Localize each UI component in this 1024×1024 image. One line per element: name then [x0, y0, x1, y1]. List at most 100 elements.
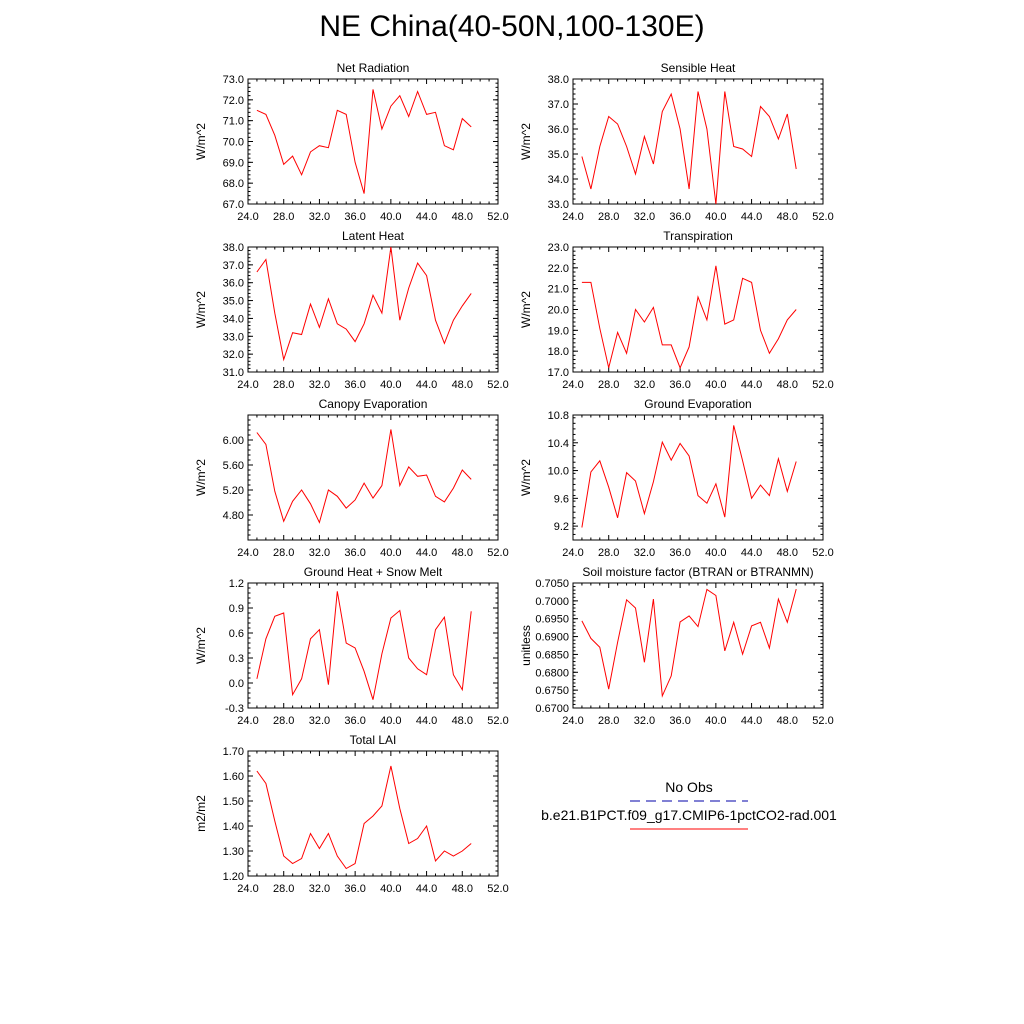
- y-tick-label: 10.0: [548, 466, 569, 478]
- x-tick-label: 36.0: [344, 883, 365, 895]
- y-tick-label: 33.0: [548, 199, 569, 211]
- chart-title: Sensible Heat: [661, 61, 736, 75]
- y-axis-label: W/m^2: [194, 459, 208, 496]
- x-tick-label: 36.0: [344, 211, 365, 223]
- y-tick-label: 70.0: [223, 137, 244, 149]
- x-tick-label: 36.0: [669, 715, 690, 727]
- x-tick-label: 48.0: [452, 715, 473, 727]
- x-tick-label: 52.0: [487, 715, 508, 727]
- legend: No Obs b.e21.B1PCT.f09_g17.CMIP6-1pctCO2…: [541, 779, 837, 830]
- x-tick-label: 44.0: [416, 883, 437, 895]
- plot-frame: [572, 246, 824, 373]
- x-tick-label: 24.0: [237, 883, 258, 895]
- y-tick-label: 23.0: [548, 242, 569, 254]
- x-tick-label: 32.0: [309, 211, 330, 223]
- chart-panel: Sensible Heat W/m^2 24.0 28.0 32.0 36.0 40.0 44…: [519, 61, 834, 223]
- x-tick-label: 36.0: [344, 547, 365, 559]
- y-axis-label: W/m^2: [519, 291, 533, 328]
- x-tick-label: 48.0: [777, 379, 798, 391]
- legend-model-label: b.e21.B1PCT.f09_g17.CMIP6-1pctCO2-rad.00…: [541, 807, 837, 823]
- y-tick-label: 0.6750: [535, 685, 569, 697]
- x-tick-label: 28.0: [273, 211, 294, 223]
- series-line: [581, 91, 797, 205]
- x-tick-label: 48.0: [777, 211, 798, 223]
- y-tick-label: 38.0: [548, 74, 569, 86]
- x-tick-label: 52.0: [812, 379, 833, 391]
- y-tick-label: 68.0: [223, 178, 244, 190]
- plot-frame: [572, 414, 824, 541]
- chart-title: Latent Heat: [342, 229, 405, 243]
- x-tick-label: 52.0: [487, 883, 508, 895]
- series-line: [256, 246, 472, 362]
- x-tick-label: 24.0: [562, 547, 583, 559]
- x-tick-label: 28.0: [598, 211, 619, 223]
- y-tick-label: 6.00: [223, 435, 244, 447]
- x-tick-label: 44.0: [741, 547, 762, 559]
- y-tick-label: 5.20: [223, 485, 244, 497]
- series-line: [581, 265, 797, 370]
- y-axis-label: W/m^2: [519, 123, 533, 160]
- x-tick-label: 24.0: [562, 379, 583, 391]
- chart-panel: Soil moisture factor (BTRAN or BTRANMN) u…: [519, 565, 834, 727]
- chart-panel: Ground Heat + Snow Melt W/m^2 24.0 28.0 32.0…: [194, 565, 509, 727]
- series-line: [256, 429, 472, 524]
- series-line: [256, 89, 472, 194]
- y-tick-label: 37.0: [223, 260, 244, 272]
- y-tick-label: 22.0: [548, 263, 569, 275]
- chart-panel: Net Radiation W/m^2 24.0 28.0 32.0 36.0 40.0 44…: [194, 61, 509, 223]
- y-tick-label: 33.0: [223, 331, 244, 343]
- plot-frame: [247, 78, 499, 205]
- x-tick-label: 36.0: [344, 715, 365, 727]
- x-tick-label: 24.0: [562, 211, 583, 223]
- y-tick-label: 31.0: [223, 367, 244, 379]
- y-tick-label: 0.6900: [535, 632, 569, 644]
- y-tick-label: 18.0: [548, 346, 569, 358]
- y-tick-label: 4.80: [223, 510, 244, 522]
- y-axis-label: W/m^2: [519, 459, 533, 496]
- x-tick-label: 28.0: [598, 379, 619, 391]
- x-tick-label: 32.0: [309, 547, 330, 559]
- x-tick-label: 44.0: [416, 547, 437, 559]
- y-tick-label: 0.7050: [535, 578, 569, 590]
- y-axis-label: m2/m2: [194, 795, 208, 832]
- series-line: [581, 425, 797, 528]
- x-tick-label: 36.0: [344, 379, 365, 391]
- x-tick-label: 40.0: [705, 379, 726, 391]
- x-tick-label: 52.0: [812, 211, 833, 223]
- y-tick-label: 0.6850: [535, 649, 569, 661]
- x-tick-label: 40.0: [705, 547, 726, 559]
- x-tick-label: 32.0: [309, 715, 330, 727]
- x-tick-label: 32.0: [309, 379, 330, 391]
- x-tick-label: 40.0: [705, 715, 726, 727]
- x-tick-label: 24.0: [237, 379, 258, 391]
- y-tick-label: 71.0: [223, 116, 244, 128]
- x-tick-label: 48.0: [452, 883, 473, 895]
- y-axis-label: W/m^2: [194, 291, 208, 328]
- y-tick-label: 5.60: [223, 460, 244, 472]
- y-tick-label: -0.3: [225, 703, 244, 715]
- chart-panel: Total LAI m2/m2 24.0 28.0 32.0 36.0 40.0 44.0 48…: [194, 733, 509, 895]
- x-tick-label: 28.0: [273, 883, 294, 895]
- x-tick-label: 44.0: [416, 715, 437, 727]
- series-line: [256, 591, 472, 700]
- y-tick-label: 73.0: [223, 74, 244, 86]
- y-tick-label: 1.20: [223, 871, 244, 883]
- x-tick-label: 40.0: [380, 547, 401, 559]
- chart-title: Ground Evaporation: [644, 397, 751, 411]
- x-tick-label: 36.0: [669, 211, 690, 223]
- x-tick-label: 24.0: [237, 211, 258, 223]
- y-tick-label: 35.0: [223, 296, 244, 308]
- chart-panel: Canopy Evaporation W/m^2 24.0 28.0 32.0 36.0 4…: [194, 397, 509, 559]
- y-tick-label: 38.0: [223, 242, 244, 254]
- y-tick-label: 36.0: [548, 124, 569, 136]
- y-tick-label: 0.6800: [535, 667, 569, 679]
- y-tick-label: 1.40: [223, 821, 244, 833]
- y-axis-label: W/m^2: [194, 123, 208, 160]
- y-tick-label: 34.0: [548, 174, 569, 186]
- x-tick-label: 48.0: [777, 715, 798, 727]
- x-tick-label: 52.0: [487, 547, 508, 559]
- y-tick-label: 1.70: [223, 746, 244, 758]
- y-tick-label: 20.0: [548, 305, 569, 317]
- y-tick-label: 67.0: [223, 199, 244, 211]
- x-tick-label: 40.0: [705, 211, 726, 223]
